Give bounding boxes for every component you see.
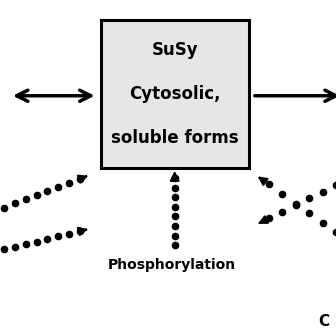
Text: soluble forms: soluble forms: [111, 129, 239, 147]
Text: SuSy: SuSy: [152, 41, 198, 59]
Text: C: C: [318, 314, 329, 329]
Bar: [101, 20, 249, 168]
Text: Cytosolic,: Cytosolic,: [129, 85, 220, 103]
Text: Phosphorylation: Phosphorylation: [107, 258, 236, 272]
